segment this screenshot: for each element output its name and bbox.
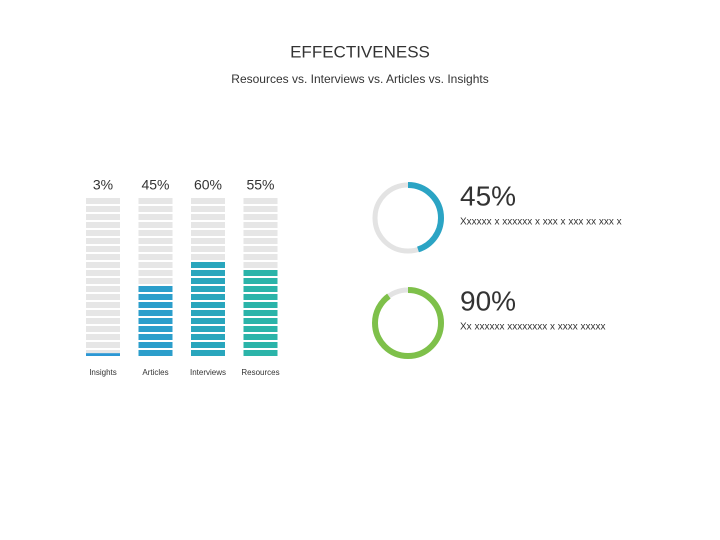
segment-bg: [243, 238, 278, 244]
segment-bg: [86, 270, 120, 276]
bar: [138, 286, 173, 356]
segment-bg: [86, 238, 120, 244]
segment-bg: [191, 254, 225, 260]
segment-bg: [191, 214, 225, 220]
segment-bg: [243, 198, 278, 204]
segment-bg: [86, 206, 120, 212]
x-tick-label: Insights: [89, 368, 117, 377]
segment-bg: [138, 270, 173, 276]
segment-bg: [243, 222, 278, 228]
segment-bg: [191, 222, 225, 228]
segment-bg: [138, 278, 173, 284]
segment-bg: [86, 326, 120, 332]
segment-bg: [86, 254, 120, 260]
segment-bg: [138, 254, 173, 260]
segment-bg: [138, 230, 173, 236]
segment-bg: [138, 206, 173, 212]
segment-bg: [243, 262, 278, 268]
segment-bg: [86, 222, 120, 228]
x-tick-label: Resources: [241, 368, 279, 377]
segment-bg: [86, 350, 120, 356]
segment-bg: [191, 238, 225, 244]
donut-value-label: 45%: [460, 180, 516, 211]
donut-caption: Xx xxxxxx xxxxxxxx x xxxx xxxxx: [460, 322, 606, 333]
segment-bg: [243, 254, 278, 260]
segment-bg: [86, 294, 120, 300]
segment-bg: [138, 262, 173, 268]
chart-title: EFFECTIVENESS: [290, 42, 430, 61]
segment-bg: [243, 214, 278, 220]
segment-bg: [191, 230, 225, 236]
x-tick-label: Interviews: [190, 368, 226, 377]
segment-bg: [86, 286, 120, 292]
bar: [86, 353, 120, 356]
donut-caption: Xxxxxx x xxxxxx x xxx x xxx xx xxx x: [460, 217, 622, 228]
segment-bg: [243, 246, 278, 252]
donut-arc: [372, 182, 444, 254]
segment-bg: [86, 318, 120, 324]
bar: [191, 262, 225, 356]
segment-bg: [86, 310, 120, 316]
segment-bg: [138, 222, 173, 228]
segment-bg: [86, 230, 120, 236]
segment-bg: [138, 238, 173, 244]
value-label: 3%: [93, 177, 113, 193]
donut-value-label: 90%: [460, 285, 516, 316]
segment-bg: [86, 214, 120, 220]
segment-bg: [86, 246, 120, 252]
segment-bg: [243, 230, 278, 236]
segment-bg: [138, 246, 173, 252]
value-label: 45%: [141, 177, 169, 193]
segment-bg: [86, 334, 120, 340]
value-label: 55%: [246, 177, 274, 193]
segment-bg: [243, 206, 278, 212]
segment-bg: [191, 206, 225, 212]
x-tick-label: Articles: [142, 368, 168, 377]
donut-arc: [372, 287, 444, 359]
bar: [243, 270, 278, 356]
segment-bg: [86, 278, 120, 284]
value-label: 60%: [194, 177, 222, 193]
segment-bg: [86, 198, 120, 204]
segment-bg: [86, 262, 120, 268]
chart-subtitle: Resources vs. Interviews vs. Articles vs…: [231, 72, 488, 86]
segment-bg: [191, 198, 225, 204]
segment-bg: [138, 214, 173, 220]
segment-bg: [138, 198, 173, 204]
segment-bg: [191, 246, 225, 252]
segment-bg: [86, 342, 120, 348]
segment-bg: [86, 302, 120, 308]
